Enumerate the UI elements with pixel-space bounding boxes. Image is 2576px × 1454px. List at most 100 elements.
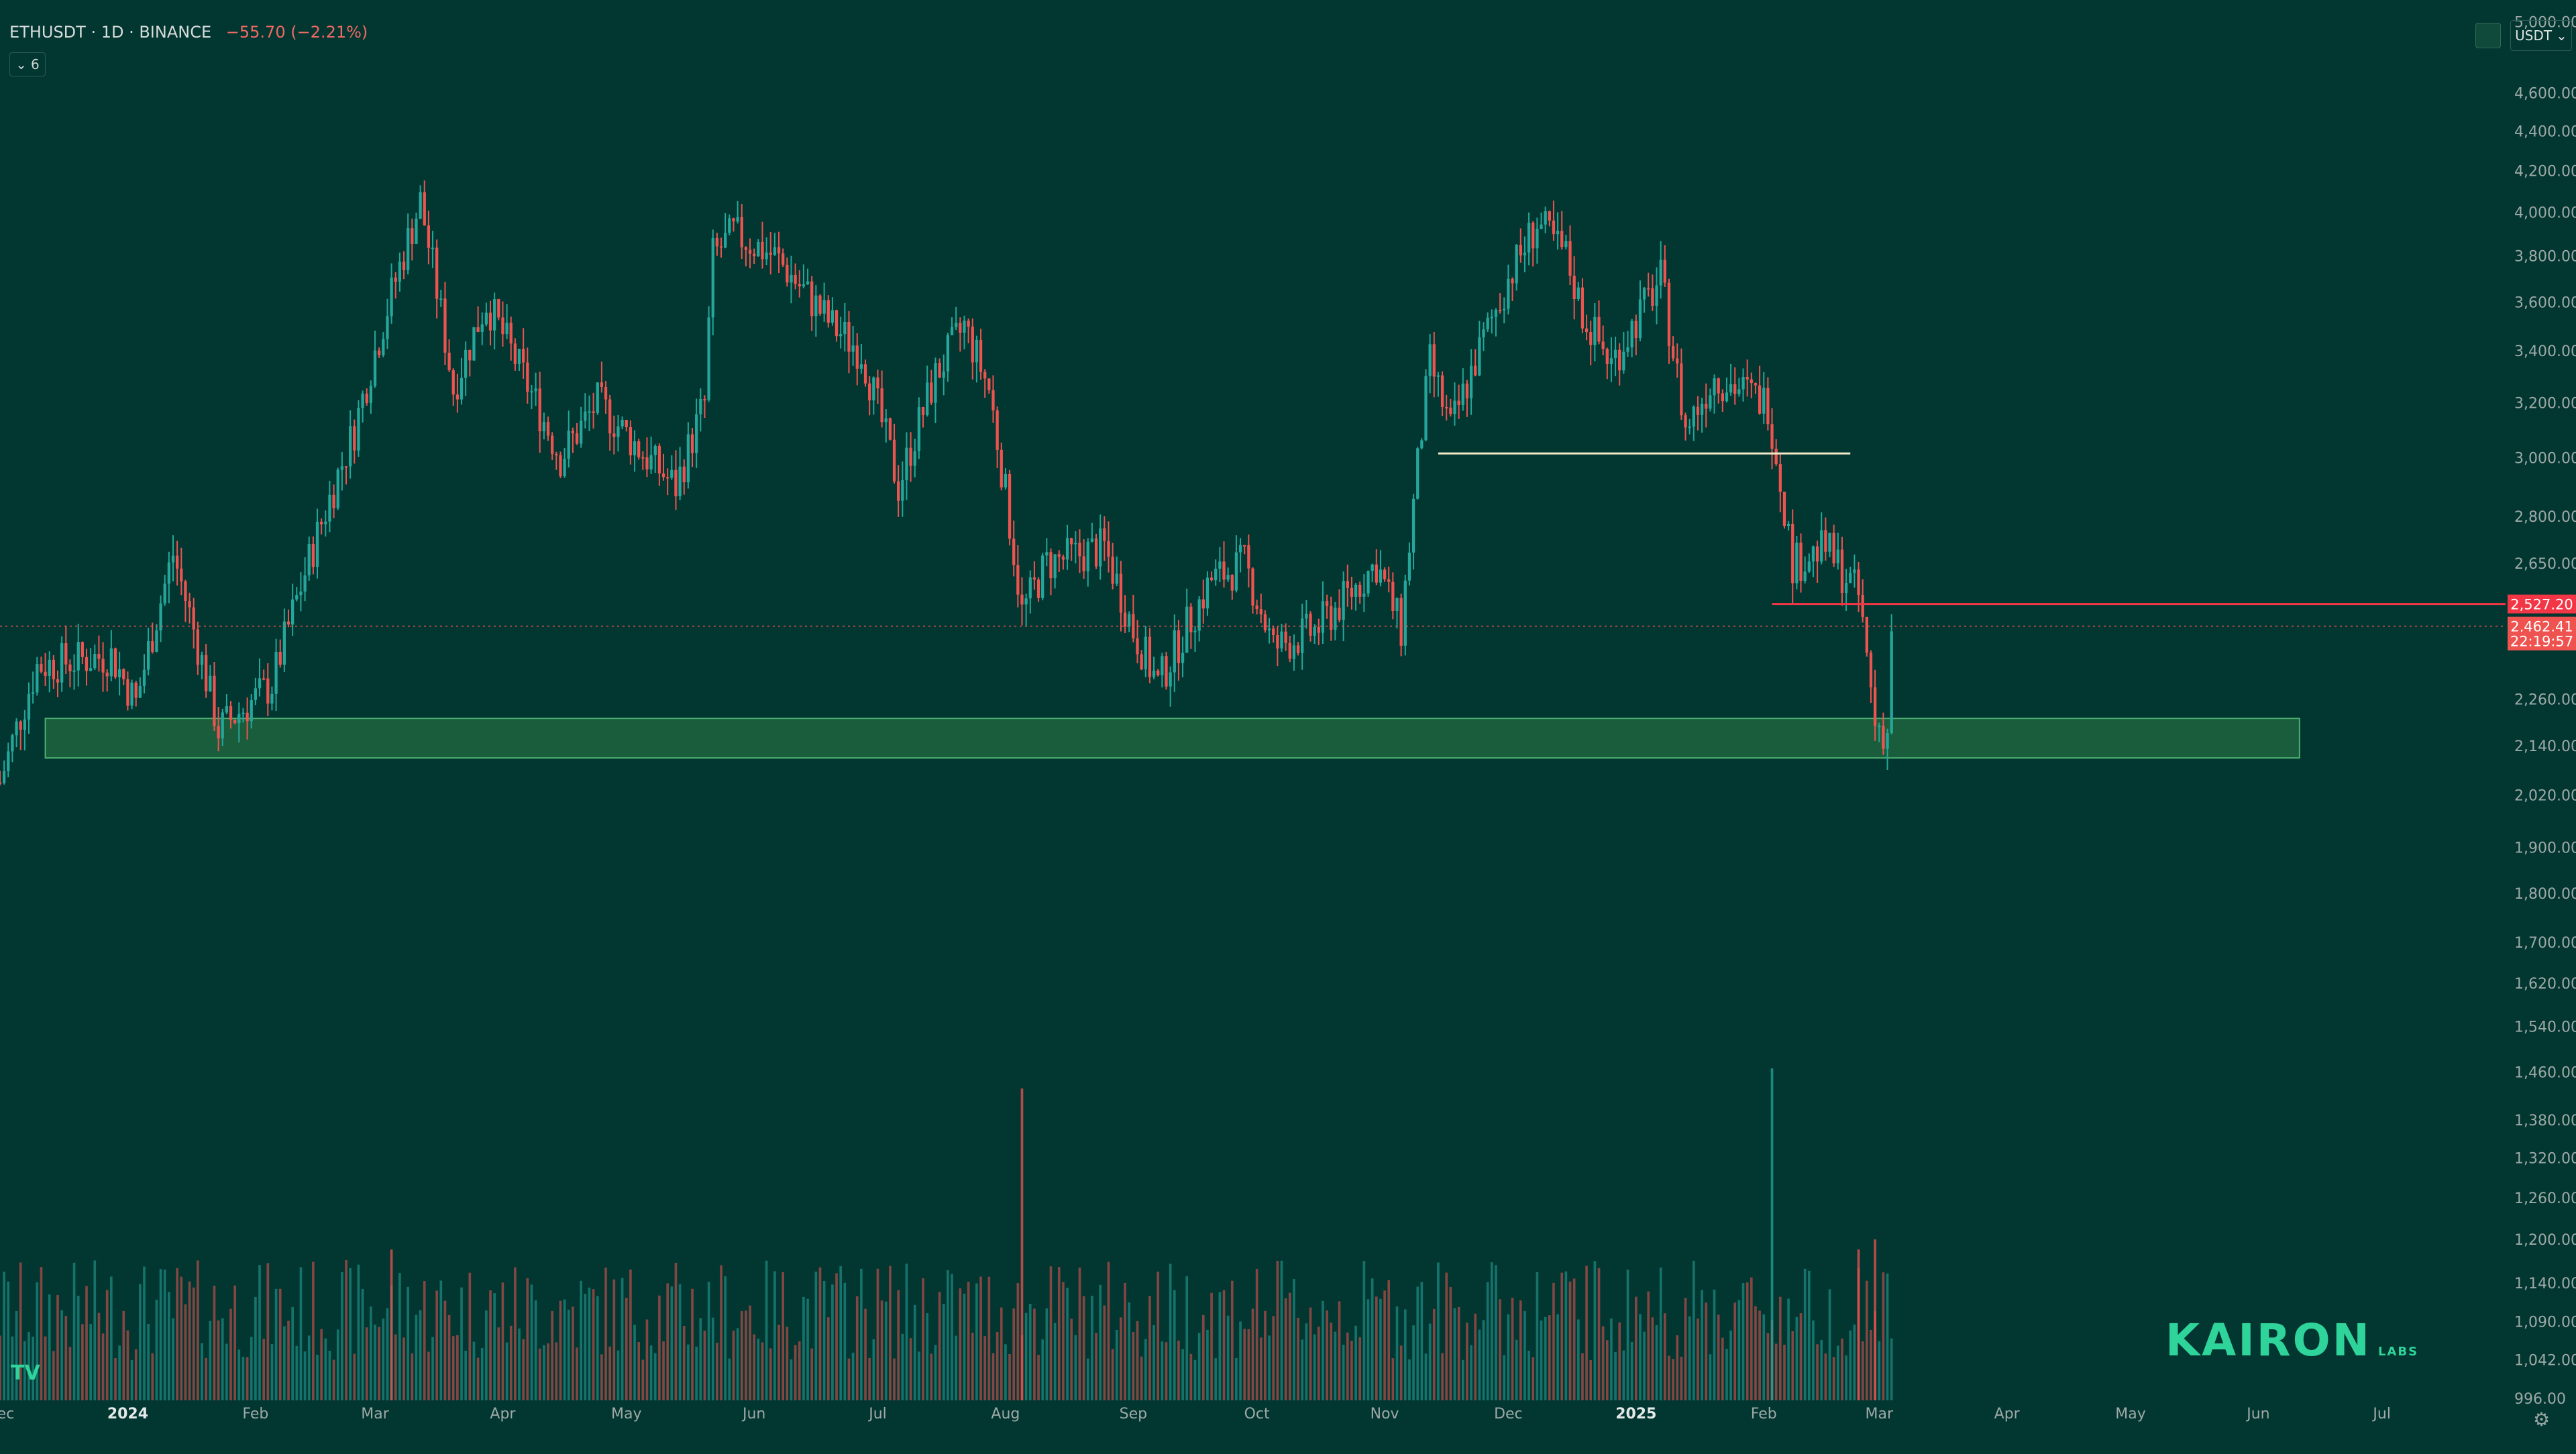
candle-body [1778,464,1782,492]
candle-body [1795,543,1799,583]
tradingview-logo-icon[interactable]: TV [11,1361,40,1385]
volume-bar [1206,1329,1209,1400]
volume-bar [147,1324,150,1400]
candle-body [645,457,649,469]
volume-bar [1140,1356,1143,1400]
volume-bar [1000,1307,1003,1400]
volume-bar [818,1267,822,1400]
candle-body [806,281,810,284]
candle-body [180,568,183,581]
volume-bar [951,1274,953,1400]
volume-bar [497,1327,500,1400]
volume-bar [1201,1315,1205,1400]
candle-body [1630,321,1633,347]
volume-bar [1610,1318,1613,1400]
volume-bar [1247,1329,1250,1400]
price-tag [2508,594,2576,614]
volume-bar [963,1293,966,1400]
candle-body [23,719,27,730]
candle-body [1667,282,1671,347]
volume-bar [538,1348,541,1400]
volume-bar [1803,1268,1807,1400]
volume-bar [1041,1339,1044,1400]
volume-bar [1680,1356,1683,1400]
x-tick-label: Sep [1120,1406,1147,1422]
candle-body [1201,599,1205,609]
candle-body [839,334,843,337]
candle-body [336,469,339,508]
candle-body [1165,656,1168,687]
candle-body [526,362,529,392]
volume-bar [139,1284,142,1400]
snapshot-icon[interactable] [2475,23,2501,48]
candle-body [909,447,912,466]
volume-bar [201,1343,203,1400]
candle-body [868,383,871,400]
volume-bar [1028,1304,1032,1400]
candle-body [126,679,129,706]
candle-body [1222,561,1226,580]
settings-gear-icon[interactable]: ⚙ [2533,1408,2551,1431]
volume-bar [1639,1314,1642,1400]
candle-body [1482,329,1485,337]
volume-bar [307,1335,311,1400]
kairon-labs-logo: KAIRON LABS [2165,1315,2418,1366]
currency-button[interactable]: USDT ⌄ [2510,20,2572,51]
volume-bar [415,1315,418,1400]
volume-bar [826,1317,830,1400]
volume-bar [855,1296,859,1400]
volume-bar [480,1348,484,1400]
volume-bar [28,1331,30,1400]
volume-bar [1705,1302,1708,1400]
candle-body [488,313,492,331]
volume-bar [658,1295,661,1400]
candle-body [1148,636,1152,677]
symbol-title[interactable]: ETHUSDT · 1D · BINANCE [9,23,212,42]
volume-bar [967,1282,970,1400]
candle-body [794,274,797,284]
candle-body [1267,628,1271,630]
volume-bar [1581,1353,1584,1400]
y-tick-label: 1,380.00 [2514,1113,2576,1129]
candle-body [1152,670,1156,677]
x-tick-label: Aug [991,1406,1020,1422]
candle-body [357,408,360,451]
candle-body [629,427,633,455]
candle-body [332,494,335,508]
volume-bar [522,1339,525,1400]
candle-body [484,313,488,325]
volume-bar [394,1334,397,1400]
candle-body [674,469,678,496]
candle-body [1210,577,1214,581]
candle-body [60,643,64,683]
candle-body [464,349,468,378]
y-tick-label: 4,400.00 [2514,123,2576,140]
annotation-lines [0,452,2506,627]
candle-body [134,682,138,698]
volume-bar [798,1341,801,1400]
candle-body [1737,389,1741,394]
candle-body [621,420,624,427]
candle-body [2,771,6,783]
y-tick-label: 1,042.00 [2514,1353,2576,1369]
volume-bar [518,1328,521,1400]
logo-name: KAIRON [2165,1315,2371,1366]
volume-bar [1725,1349,1728,1400]
volume-bar [732,1331,735,1400]
y-tick-label: 5,000.00 [2514,15,2576,32]
volume-bar [1750,1277,1753,1400]
indicators-toggle-button[interactable]: ⌄ 6 [9,52,46,76]
candle-body [167,562,171,584]
volume-bar [1886,1273,1889,1400]
candle-body [892,439,896,482]
candle-body [1128,614,1131,627]
candle-body [1342,581,1345,620]
candle-body [1004,473,1008,488]
volume-bar [608,1346,612,1400]
volume-bar [1878,1341,1881,1400]
volume-bar [687,1344,690,1400]
volume-bar [1016,1283,1020,1400]
